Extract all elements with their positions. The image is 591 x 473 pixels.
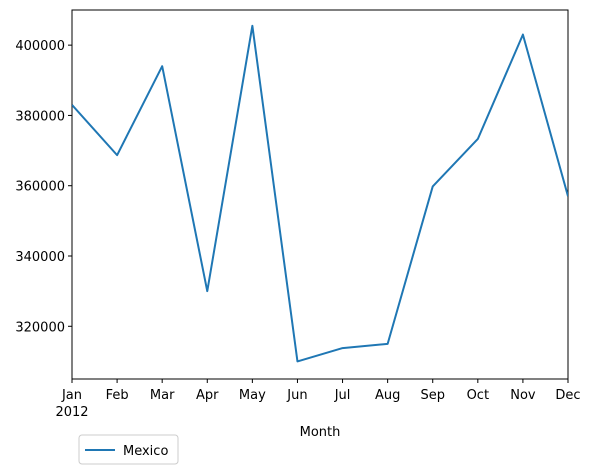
plot-area [71, 9, 569, 380]
x-tick-year-label: 2012 [55, 405, 88, 420]
legend-frame [78, 434, 179, 465]
x-tick-label: Nov [510, 388, 536, 403]
x-tick-label: Oct [467, 388, 489, 403]
x-axis: Jan Feb Mar Apr May Jun Jul Aug Sep Oct Nov Dec 2012 [55, 379, 581, 420]
x-tick-label: Jun [286, 388, 307, 403]
x-tick-label: May [239, 388, 266, 403]
y-tick-label: 360000 [15, 180, 65, 195]
y-tick-label: 380000 [15, 109, 65, 124]
x-tick-label: Aug [375, 388, 400, 403]
x-tick-label: Dec [555, 388, 580, 403]
axes-frame [71, 9, 569, 380]
y-tick-label: 400000 [15, 39, 65, 54]
legend-label-mexico: Mexico [123, 444, 168, 459]
x-tick-label: Jul [334, 388, 351, 403]
series-line-mexico [72, 24, 568, 363]
x-tick-label: Sep [420, 388, 445, 403]
x-axis-title: Month [300, 425, 341, 440]
y-tick-label: 340000 [15, 250, 65, 265]
y-axis: 320000 340000 360000 380000 400000 [15, 39, 72, 335]
series-layer [72, 24, 568, 363]
legend: Mexico [78, 434, 179, 465]
x-tick-label: Apr [196, 388, 219, 403]
x-tick-label: Feb [106, 388, 129, 403]
x-tick-label: Mar [150, 388, 175, 403]
x-tick-label: Jan [61, 388, 82, 403]
y-tick-label: 320000 [15, 320, 65, 335]
